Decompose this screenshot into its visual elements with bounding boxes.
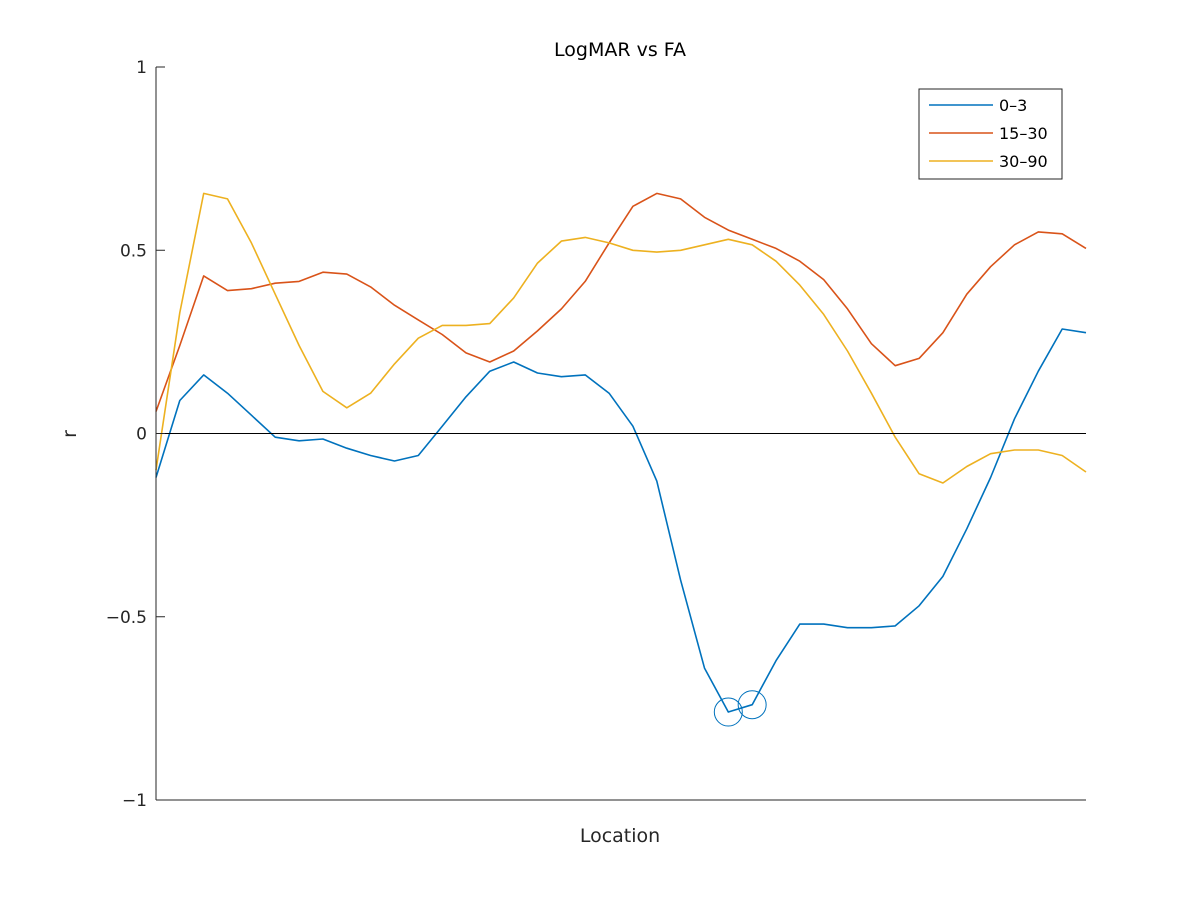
y-tick-label: −1 <box>122 791 147 811</box>
series-line-1 <box>155 328 1087 713</box>
chart-title: LogMAR vs FA <box>554 39 686 61</box>
y-axis-label: r <box>59 430 81 438</box>
legend-label-1: 0–3 <box>999 96 1027 115</box>
series-line-3 <box>155 192 1087 484</box>
highlight-marker <box>713 697 743 727</box>
y-tick-label: −0.5 <box>106 608 147 628</box>
series-line-2 <box>155 192 1087 412</box>
y-tick-label: 1 <box>136 58 147 78</box>
axes-layer: −1 −0.5 0 0.5 1 <box>106 58 1086 811</box>
legend-label-3: 30–90 <box>999 152 1048 171</box>
legend-box <box>918 88 1063 180</box>
x-axis-label: Location <box>580 825 660 847</box>
y-tick-label: 0.5 <box>120 241 147 261</box>
legend-label-2: 15–30 <box>999 124 1048 143</box>
legend: 0–3 15–30 30–90 <box>918 88 1063 180</box>
series-layer <box>155 192 1087 727</box>
highlight-marker <box>737 690 767 720</box>
y-tick-label: 0 <box>136 425 147 445</box>
